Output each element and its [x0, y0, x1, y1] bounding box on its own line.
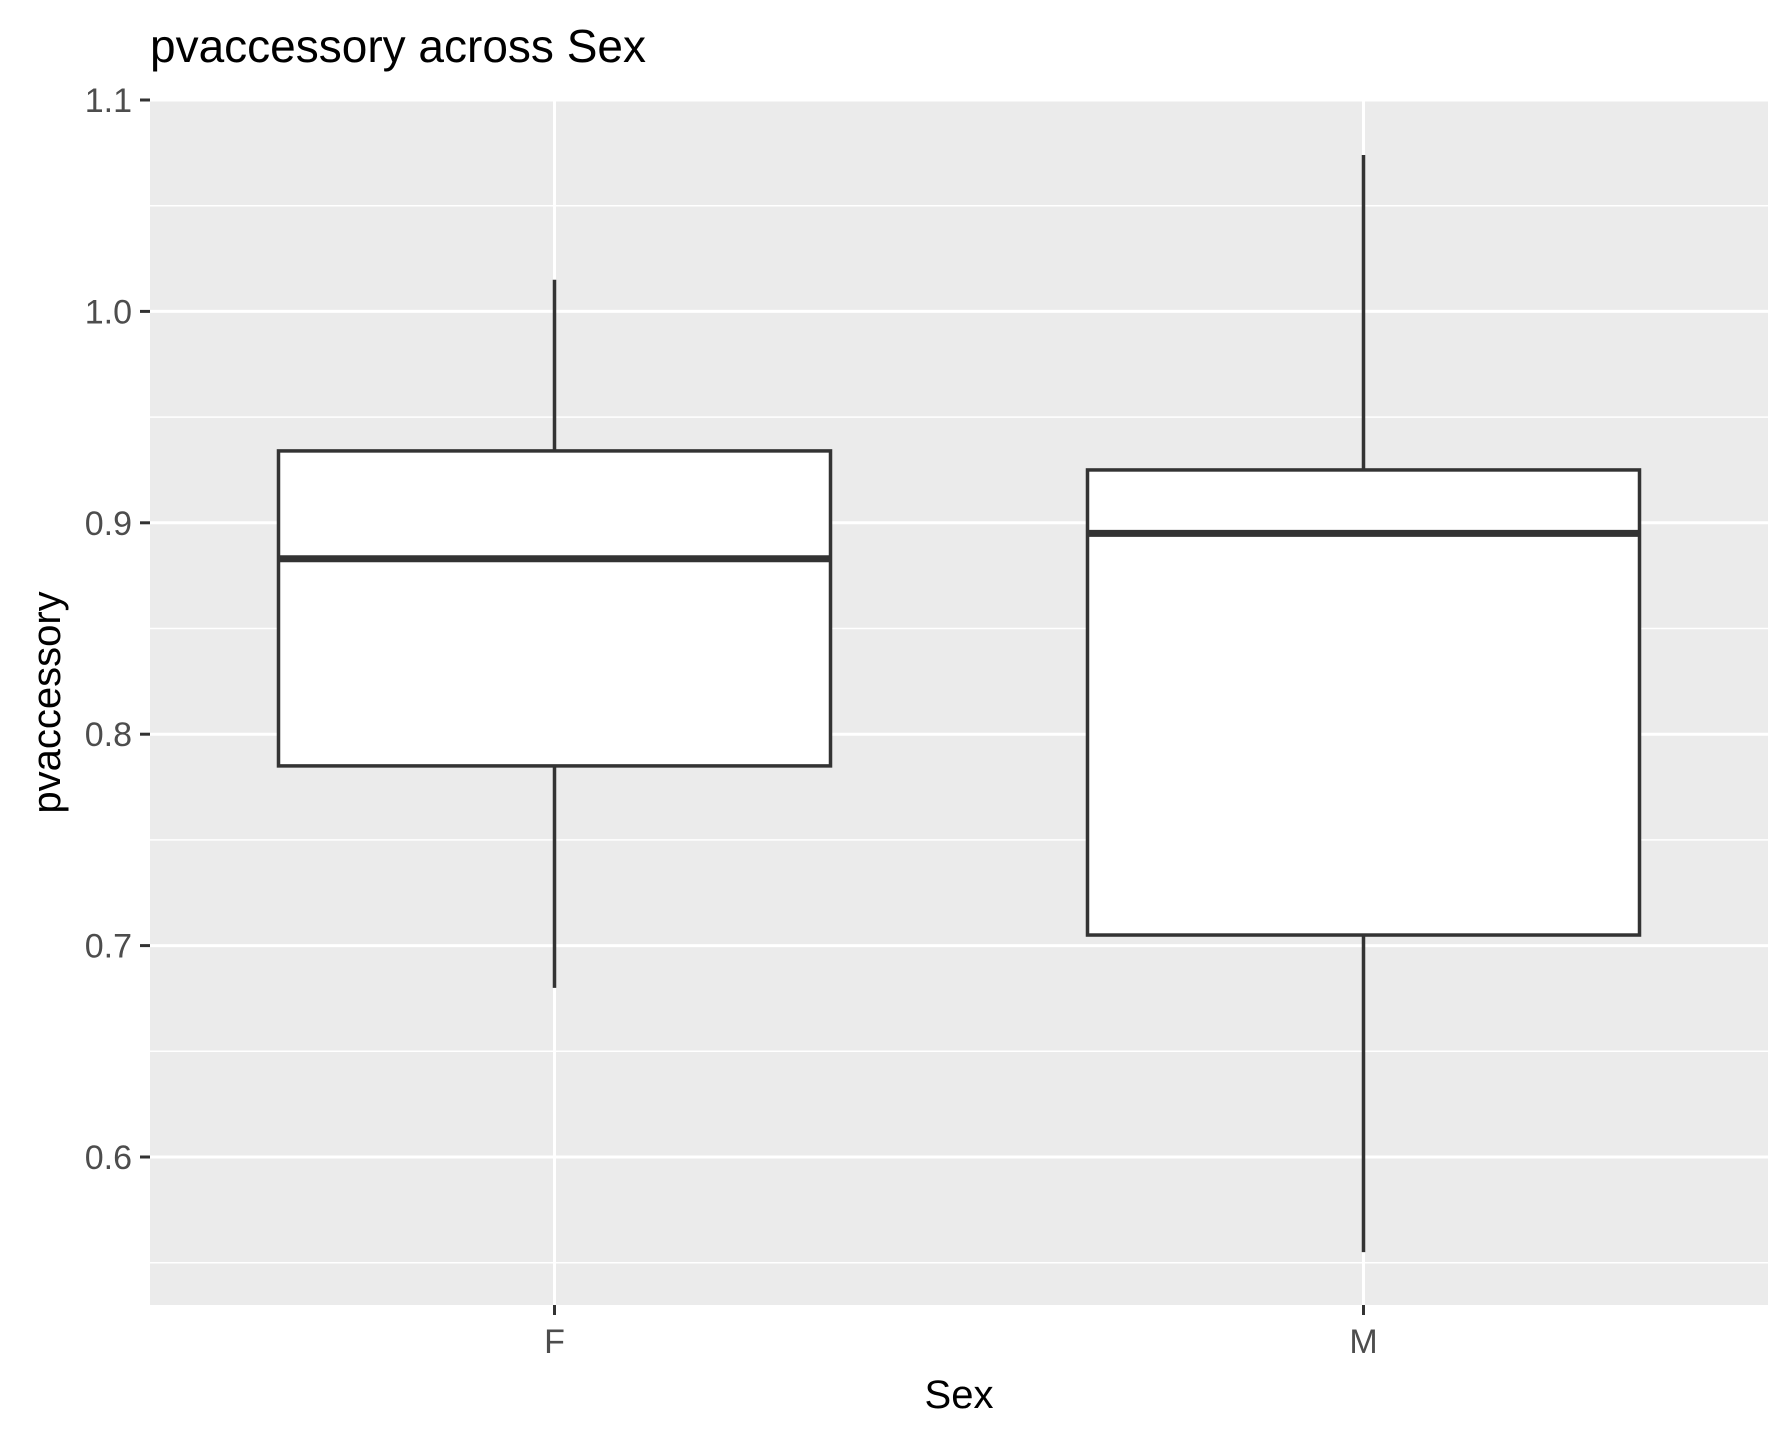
box-layer [276, 154, 1642, 1253]
axis-layer: 0.6 0.7 0.8 0.9 1.0 1.1 F M [85, 82, 1378, 1361]
y-tick-label: 0.9 [85, 505, 132, 543]
x-tick-label: M [1349, 1323, 1377, 1361]
y-tick-label: 0.8 [85, 716, 132, 754]
box-iqr [1085, 468, 1642, 937]
x-axis-title: Sex [925, 1373, 994, 1417]
x-tick-label: F [544, 1323, 565, 1361]
y-axis-title: pvaccessory [25, 591, 69, 813]
box-iqr [276, 449, 833, 768]
y-tick-label: 1.1 [85, 82, 132, 120]
y-tick-label: 1.0 [85, 293, 132, 331]
y-tick-label: 0.7 [85, 928, 132, 966]
box-group-m [1085, 154, 1642, 1253]
box-group-f [276, 279, 833, 988]
y-tick-label: 0.6 [85, 1139, 132, 1177]
chart-title: pvaccessory across Sex [150, 20, 646, 72]
